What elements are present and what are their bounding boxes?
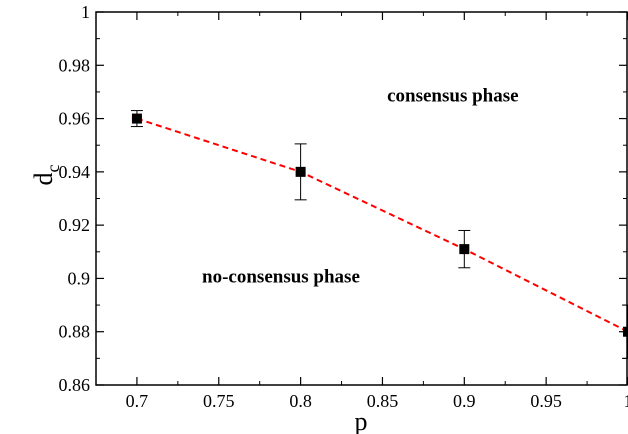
data-point [295,166,306,177]
x-tick-label: 0.75 [203,391,235,411]
y-tick-label: 0.88 [59,322,91,342]
y-tick-label: 1 [81,2,90,22]
y-axis-label: dc [29,165,63,186]
x-tick-label: 0.8 [289,391,312,411]
y-tick-label: 0.92 [59,215,91,235]
y-tick-label: 0.98 [59,55,91,75]
y-tick-label: 0.94 [59,162,91,182]
data-point [623,326,628,337]
error-bars [130,110,628,359]
data-point [131,113,142,124]
y-tick-label: 0.96 [59,109,91,129]
data-point [459,244,470,255]
x-tick-label: 0.9 [453,391,476,411]
phase-annotation: no-consensus phase [202,266,360,287]
phase-annotation: consensus phase [387,85,518,106]
data-points [131,113,628,337]
x-tick-label: 1 [624,391,628,411]
x-tick-label: 0.85 [367,391,399,411]
fit-line-group [136,117,628,333]
y-axis: 0.86 0.88 0.9 0.92 0.94 0.96 0.98 1 [59,2,627,395]
y-tick-label: 0.9 [68,268,91,288]
y-axis-label-main: d [29,173,58,186]
x-axis: 0.7 0.75 0.8 0.85 0.9 0.95 1 [126,12,628,411]
plot-frame [95,11,628,386]
axes-frame [95,11,628,386]
x-tick-label: 0.7 [126,391,149,411]
x-tick-label: 0.95 [530,391,562,411]
annotations: consensus phase no-consensus phase [202,85,519,287]
y-tick-label: 0.86 [59,375,91,395]
y-axis-label-subscript: c [43,165,63,173]
x-axis-label: p [355,407,368,434]
fit-line [136,117,628,333]
y-axis-label-group: dc [29,165,63,186]
